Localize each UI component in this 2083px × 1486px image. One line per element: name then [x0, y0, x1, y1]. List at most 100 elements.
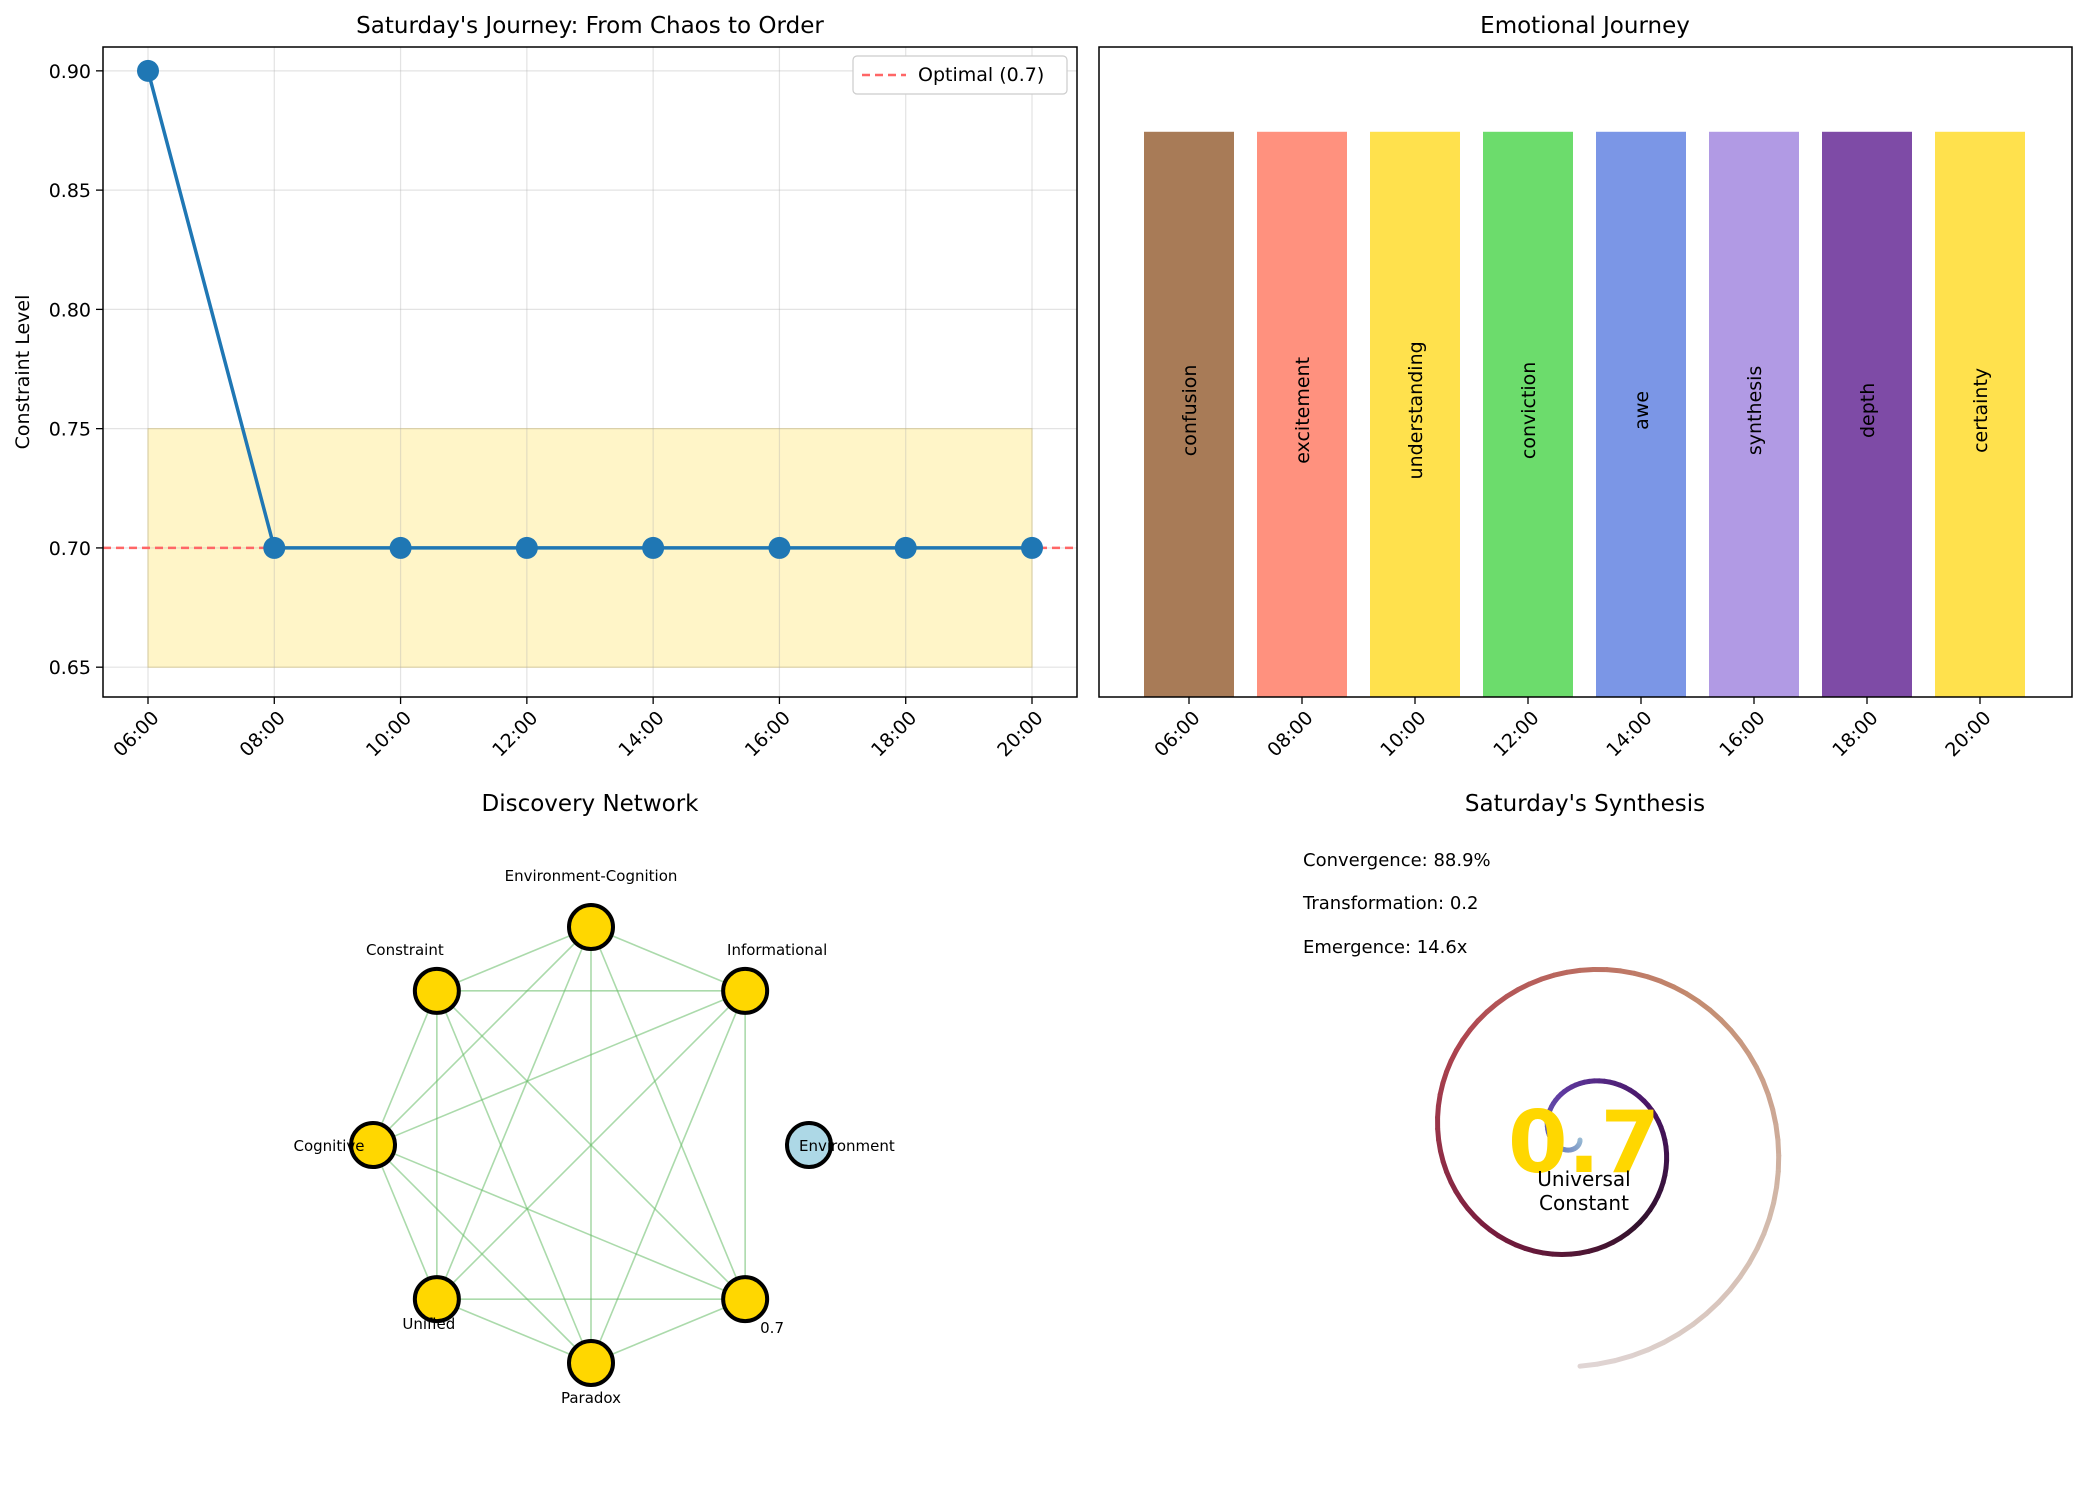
data-point-1600: [768, 536, 791, 559]
line-chart-y-ticks: 0.65 0.70 0.75 0.80 0.85 0.90: [49, 61, 103, 679]
spiral-segment: [1766, 1200, 1777, 1221]
network-node-label: 0.7: [760, 1319, 784, 1337]
x-tick-label: 18:00: [867, 707, 921, 761]
x-tick-label: 16:00: [741, 707, 795, 761]
spiral-segment: [1761, 1215, 1772, 1237]
spiral-segment: [1773, 1122, 1781, 1143]
network-node-label: Environment-Cognition: [505, 867, 678, 885]
x-tick-label: 08:00: [236, 707, 290, 761]
x-tick-label: 18:00: [1828, 707, 1882, 761]
network-edge: [436, 990, 746, 1300]
universal-constant-label-line2: Constant: [1539, 1191, 1629, 1215]
x-tick-label: 10:00: [1376, 707, 1430, 761]
network-edge: [436, 926, 592, 1300]
legend-box: [852, 55, 1068, 95]
emergence-stat: Emergence: 14.6x: [1303, 937, 1468, 958]
x-tick-label: 08:00: [1263, 707, 1317, 761]
emotion-bar-label: depth: [1857, 383, 1879, 438]
x-tick-label: 12:00: [1489, 707, 1543, 761]
emotion-bar-understanding: [1370, 131, 1460, 698]
spiral-segment: [1771, 1184, 1780, 1206]
network-node-label: Unified: [402, 1315, 455, 1333]
network-node-label: Environment: [799, 1137, 895, 1155]
network-nodes: [349, 903, 833, 1387]
emotion-bar-label: excitement: [1292, 357, 1314, 464]
spiral-segment: [1727, 1274, 1743, 1293]
spiral-segment: [1629, 1347, 1651, 1359]
network-edge: [372, 990, 438, 1146]
emotion-bar-awe: [1596, 131, 1686, 698]
spiral-segment: [1760, 1078, 1771, 1098]
line-chart-ylabel: Constraint Level: [12, 295, 34, 450]
data-point-1000: [389, 536, 412, 559]
spiral-segment: [1690, 1311, 1709, 1327]
spiral-segment: [1703, 1299, 1722, 1317]
emotion-bar-label: understanding: [1405, 341, 1427, 479]
transformation-stat: Transformation: 0.2: [1302, 893, 1478, 914]
network-edge: [590, 926, 746, 1300]
network-node-label: Paradox: [561, 1389, 621, 1407]
spiral-segment: [1753, 1064, 1766, 1084]
network-node-paradox: [567, 1339, 615, 1387]
data-point-0600: [137, 59, 159, 82]
network-node-label: Constraint: [366, 941, 444, 959]
spiral-segment: [1612, 1353, 1635, 1364]
spiral-segment: [1577, 1361, 1601, 1369]
x-tick-label: 06:00: [1150, 707, 1204, 761]
bar-chart-panel: Emotional Journey confusion excitement und…: [1098, 13, 2073, 761]
constraint-line: [146, 70, 1032, 550]
synthesis-title: Saturday's Synthesis: [1465, 791, 1705, 817]
x-tick-label: 14:00: [614, 707, 668, 761]
y-tick-label: 0.75: [49, 419, 91, 441]
spiral-segment: [1746, 1246, 1760, 1266]
universal-constant-label-line1: Universal: [1537, 1167, 1630, 1191]
emotion-bar-certainty: [1935, 131, 2025, 698]
y-tick-label: 0.65: [49, 657, 91, 679]
network-node-label: Informational: [727, 941, 827, 959]
emotion-bar-label: certainty: [1970, 368, 1992, 453]
spiral-segment: [1754, 1231, 1767, 1252]
x-tick-label: 10:00: [362, 707, 416, 761]
universal-constant-value: 0.7: [1508, 1093, 1660, 1193]
network-node-environment: [785, 1121, 833, 1169]
spiral-segment: [1716, 1287, 1733, 1305]
synthesis-panel: Saturday's Synthesis Convergence: 88.9% …: [1302, 791, 1782, 1369]
network-node-cognitive: [349, 1121, 397, 1169]
network-node-label: Cognitive: [293, 1137, 364, 1155]
emotion-bar-depth: [1822, 131, 1912, 698]
spiral-segment: [1765, 1092, 1776, 1112]
network-edge: [590, 990, 746, 1364]
network-edge: [436, 926, 592, 992]
spiral-segment: [1775, 1137, 1782, 1159]
constraint-series: [137, 59, 1043, 559]
bar-chart-title: Emotional Journey: [1480, 13, 1690, 39]
line-chart-title: Saturday's Journey: From Chaos to Order: [356, 13, 824, 39]
network-edge: [372, 1144, 592, 1364]
network-node-constraint: [412, 966, 461, 1015]
x-tick-label: 20:00: [993, 707, 1047, 761]
y-tick-label: 0.70: [49, 538, 91, 560]
data-point-1200: [515, 536, 538, 559]
emotion-bar-synthesis: [1709, 131, 1799, 698]
data-point-2000: [1021, 536, 1043, 559]
emotion-bar-conviction: [1483, 131, 1573, 698]
network-edge: [372, 1144, 438, 1300]
emotion-bar-label: awe: [1631, 391, 1653, 430]
data-point-1800: [894, 536, 917, 559]
convergence-stat: Convergence: 88.9%: [1303, 850, 1491, 871]
network-edge: [372, 1144, 746, 1300]
emotion-bar-confusion: [1144, 131, 1234, 698]
network-title: Discovery Network: [482, 791, 700, 817]
line-chart-x-ticks: 06:00 08:00 10:00 12:00 14:00 16:00 18:00 20:00: [109, 697, 1048, 761]
spiral-segment: [1737, 1260, 1752, 1280]
network-edge: [590, 1298, 746, 1364]
network-panel: Discovery Network Environment-Cognition I…: [293, 791, 894, 1407]
y-tick-label: 0.80: [49, 299, 91, 321]
network-edge: [436, 1298, 592, 1364]
data-point-0800: [263, 536, 286, 559]
network-edge: [372, 990, 746, 1146]
emotion-bar-label: conviction: [1518, 362, 1540, 459]
spiral-segment: [1595, 1358, 1618, 1367]
spiral-segment: [1774, 1168, 1781, 1190]
emotion-bar-label: confusion: [1179, 365, 1201, 457]
